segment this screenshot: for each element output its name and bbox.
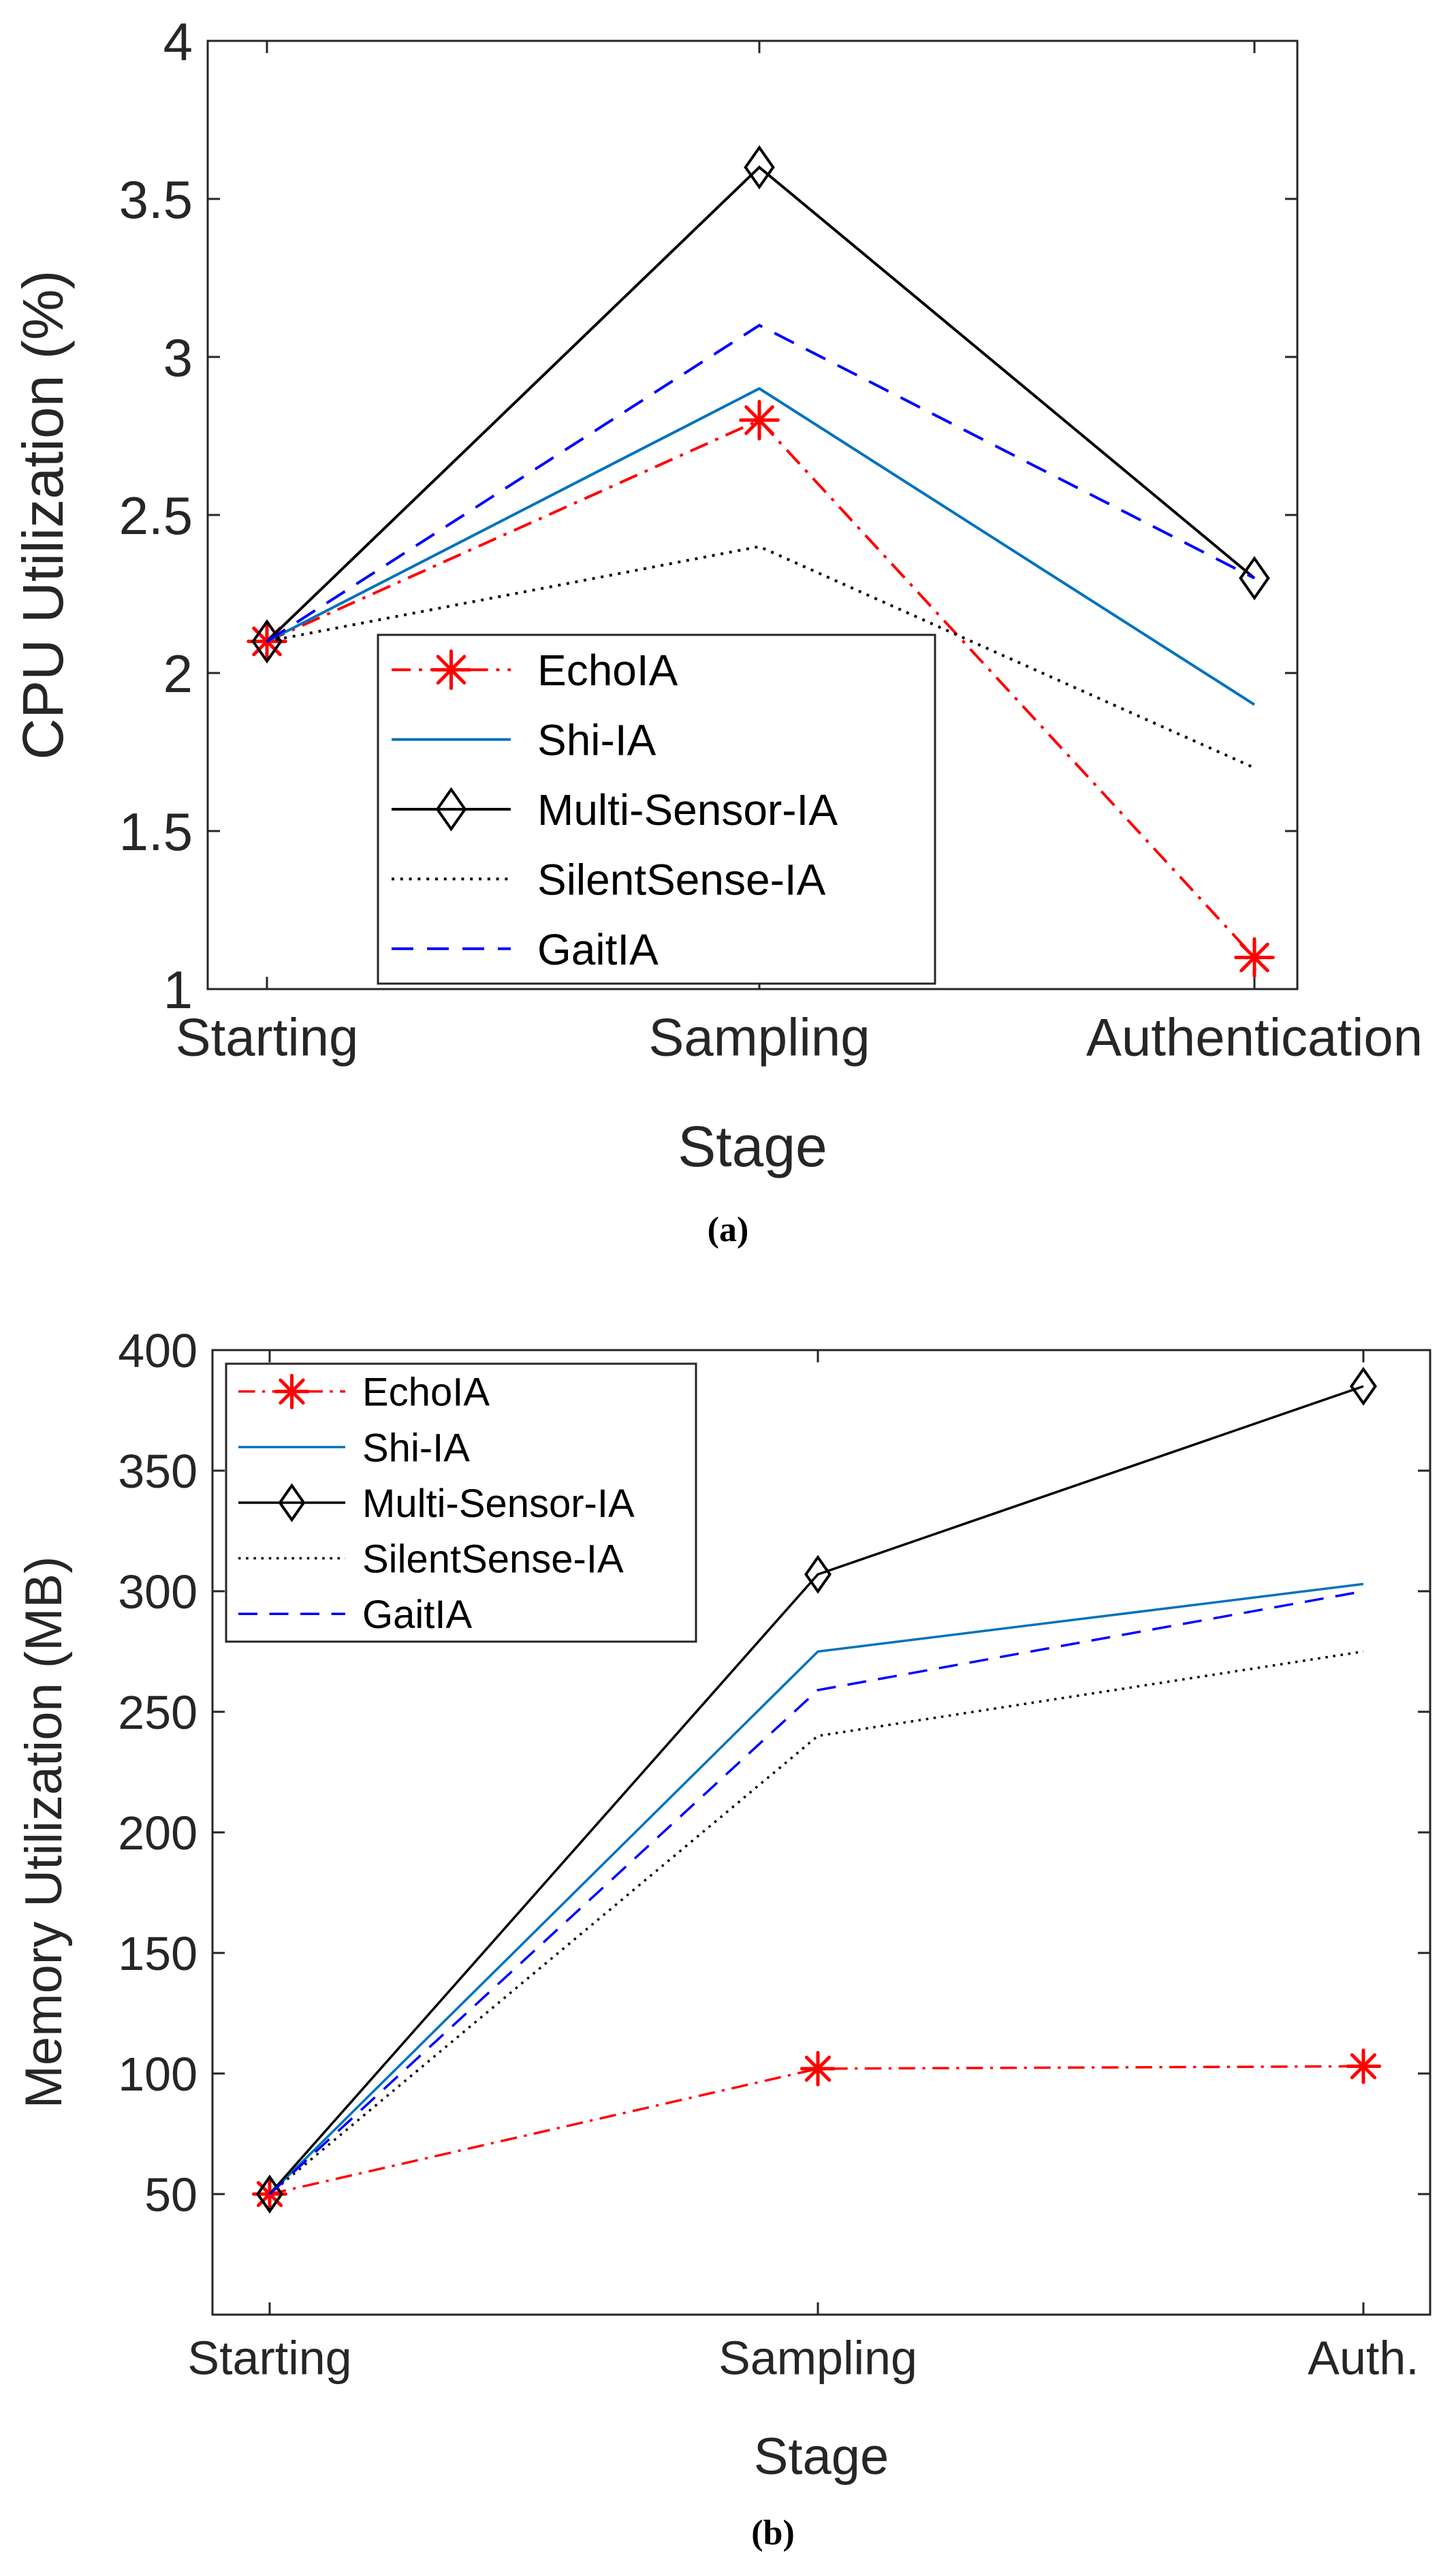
legend-marker [278,1483,306,1522]
legend-entry-silentsense-ia: SilentSense-IA [238,1537,624,1581]
legend-label: Multi-Sensor-IA [537,785,838,834]
legend-marker [435,787,467,832]
x-tick-label: Authentication [1086,1007,1423,1067]
chart-b: 50 100 150 200 250 300 350 400 Starting Sampling A… [15,1324,1431,2486]
point-echoia [800,2050,836,2086]
point-echoia [1345,2048,1382,2084]
series-multi-sensor-ia [251,145,1270,664]
y-tick-label: 1 [163,960,193,1020]
series-shi-ia [266,387,1256,706]
y-tick-label: 3 [163,328,193,388]
legend-entry-multi-sensor-ia: Multi-Sensor-IA [238,1482,635,1526]
x-tick-label: Sampling [648,1007,870,1067]
legend-label: GaitIA [362,1593,472,1637]
series-shi-ia [268,1582,1364,2195]
y-tick-label: 4 [163,12,193,72]
series-line-shi-ia [268,1582,1364,2195]
series-silentsense-ia [266,545,1255,770]
series-silentsense-ia [268,1650,1364,2195]
y-tick-label: 300 [118,1565,197,1618]
x-axis-label: Stage [754,2428,889,2486]
y-tick-label: 350 [118,1445,197,1498]
caption-a: (a) [708,1210,749,1249]
legend-marker [430,649,472,690]
y-tick-label: 100 [118,2048,197,2101]
legend-entry-gaitia: GaitIA [238,1593,472,1637]
legend-label: Multi-Sensor-IA [362,1482,635,1526]
legend: EchoIA Shi-IA Multi-Sensor-IA SilentSense-I… [225,1362,697,1643]
legend: EchoIA Shi-IA Multi-Sensor-IA SilentSense-I… [377,633,936,985]
legend-marker [274,1373,310,1409]
point-multi-sensor-ia [744,145,775,190]
legend-label: SilentSense-IA [537,855,826,904]
point-multi-sensor-ia [804,1554,832,1594]
y-tick-label: 3.5 [119,170,193,230]
legend-label: SilentSense-IA [362,1537,624,1581]
series-line-gaitia [266,324,1255,643]
legend-entry-gaitia: GaitIA [392,925,659,974]
legend-entry-echoia: EchoIA [392,646,678,695]
y-axis-label: CPU Utilization (%) [11,270,75,760]
legend-entry-shi-ia: Shi-IA [238,1426,470,1470]
y-tick-label: 2.5 [119,486,193,546]
series-line-multi-sensor-ia [266,165,1256,643]
legend-label: Shi-IA [537,716,656,765]
y-tick-label: 150 [118,1927,197,1980]
x-axis-label: Stage [678,1114,827,1178]
x-tick-label: Sampling [718,2332,917,2385]
legend-label: EchoIA [362,1371,490,1415]
series-line-gaitia [268,1590,1364,2195]
caption-b: (b) [751,2514,795,2552]
series-line-multi-sensor-ia [268,1385,1364,2195]
legend-entry-shi-ia: Shi-IA [392,716,656,765]
legend-entry-echoia: EchoIA [238,1371,490,1415]
legend-entry-multi-sensor-ia: Multi-Sensor-IA [392,785,838,834]
y-axis-label: Memory Utilization (MB) [15,1556,73,2109]
legend-entry-silentsense-ia: SilentSense-IA [392,855,826,904]
x-tick-label: Auth. [1308,2332,1419,2385]
legend-label: Shi-IA [362,1426,470,1470]
series-line-silentsense-ia [268,1650,1364,2195]
y-tick-label: 1.5 [119,802,193,862]
point-multi-sensor-ia [1350,1366,1377,1406]
x-tick-label: Starting [176,1007,359,1067]
chart-a: 1 1.5 2 2.5 3 3.5 4 Starting Sampling Authenticat… [11,12,1423,1178]
series-gaitia [268,1590,1364,2195]
y-tick-label: 250 [118,1686,197,1739]
legend-label: EchoIA [537,646,678,695]
series-line-shi-ia [266,387,1256,706]
point-echoia [739,400,780,441]
y-tick-label: 400 [118,1324,197,1377]
series-echoia [251,2048,1382,2212]
x-tick-label: Starting [187,2332,351,2385]
series-line-echoia [269,2065,1364,2195]
series-multi-sensor-ia [256,1366,1377,2214]
series-gaitia [266,324,1255,643]
legend-label: GaitIA [537,925,659,974]
point-multi-sensor-ia [1239,556,1270,601]
y-tick-label: 200 [118,1806,197,1860]
series-line-silentsense-ia [266,545,1255,770]
y-tick-label: 2 [163,644,193,704]
y-tick-label: 50 [144,2168,197,2221]
point-echoia [1234,937,1275,978]
